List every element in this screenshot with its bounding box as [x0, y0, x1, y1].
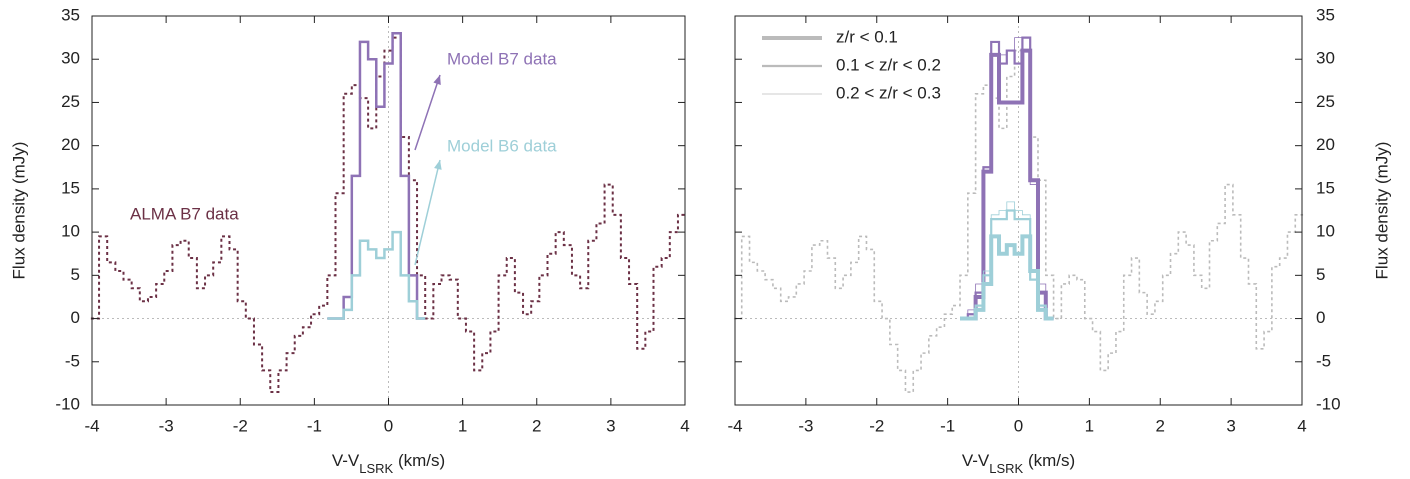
y-tick-label: 30 — [61, 49, 80, 68]
legend-label: 0.1 < z/r < 0.2 — [836, 55, 941, 74]
x-axis-label-part: V-V — [962, 451, 990, 470]
step-line — [733, 36, 1304, 393]
y-tick-label: -5 — [1316, 351, 1331, 370]
annotation: Model B7 data — [447, 49, 557, 68]
x-tick-label: -2 — [869, 416, 884, 435]
x-axis-label: V-VLSRK (km/s) — [962, 451, 1075, 475]
x-tick-label: -4 — [84, 416, 99, 435]
x-tick-label: -2 — [233, 416, 248, 435]
x-tick-label: -1 — [307, 416, 322, 435]
annotation: Model B6 data — [447, 136, 557, 155]
annotation: ALMA B7 data — [130, 204, 239, 223]
x-tick-label: 2 — [1156, 416, 1165, 435]
y-tick-label: 15 — [61, 178, 80, 197]
legend-label: 0.2 < z/r < 0.3 — [836, 83, 941, 102]
step-line — [327, 32, 426, 320]
step-line — [90, 36, 687, 394]
y-tick-label: 20 — [61, 135, 80, 154]
arrow-head — [433, 75, 441, 85]
y-tick-label: 0 — [71, 308, 80, 327]
y-axis-label: Flux density (mJy) — [9, 142, 28, 280]
y-tick-label: 20 — [1316, 135, 1335, 154]
x-tick-label: -1 — [940, 416, 955, 435]
annotation-arrow — [414, 159, 441, 266]
step-line — [327, 230, 426, 320]
step-line — [960, 37, 1054, 319]
y-tick-label: -5 — [65, 351, 80, 370]
x-tick-label: -3 — [159, 416, 174, 435]
y-tick-label: 5 — [1316, 265, 1325, 284]
step-line — [960, 201, 1054, 319]
y-tick-label: 30 — [1316, 49, 1335, 68]
y-tick-label: 0 — [1316, 308, 1325, 327]
y-tick-label: 10 — [1316, 222, 1335, 241]
x-tick-label: -4 — [727, 416, 742, 435]
x-tick-label: 0 — [384, 416, 393, 435]
x-axis-label-part: LSRK — [359, 461, 393, 476]
y-tick-label: 10 — [61, 222, 80, 241]
y-axis-label: Flux density (mJy) — [1372, 142, 1391, 280]
x-axis-label-part: V-V — [332, 451, 360, 470]
x-tick-label: 2 — [532, 416, 541, 435]
x-tick-label: 1 — [1085, 416, 1094, 435]
y-tick-label: -10 — [55, 394, 80, 413]
panel: -4 -3 -2 -1 0 1 2 3 4-10-505101520253035V-VLSRK … — [9, 5, 689, 475]
x-axis-label: V-VLSRK (km/s) — [332, 451, 445, 475]
y-tick-label: 5 — [71, 265, 80, 284]
x-axis-label-part: LSRK — [989, 461, 1023, 476]
x-tick-label: 3 — [1226, 416, 1235, 435]
y-tick-label: 35 — [1316, 5, 1335, 24]
y-tick-label: 25 — [61, 92, 80, 111]
x-tick-label: 3 — [606, 416, 615, 435]
x-axis-label-part: (km/s) — [1023, 451, 1075, 470]
x-tick-label: 0 — [1014, 416, 1023, 435]
x-tick-label: 1 — [458, 416, 467, 435]
x-tick-label: -3 — [798, 416, 813, 435]
y-tick-label: 15 — [1316, 178, 1335, 197]
x-tick-label: 4 — [1297, 416, 1306, 435]
arrow-head — [434, 160, 442, 170]
y-tick-label: 35 — [61, 5, 80, 24]
y-tick-label: -10 — [1316, 394, 1341, 413]
x-axis-label-part: (km/s) — [393, 451, 445, 470]
annotation-arrow — [414, 74, 441, 151]
y-tick-label: 25 — [1316, 92, 1335, 111]
legend-label: z/r < 0.1 — [836, 27, 898, 46]
x-tick-label: 4 — [680, 416, 689, 435]
panel: -4 -3 -2 -1 0 1 2 3 4-10-505101520253035V-VLSRK … — [727, 5, 1391, 475]
